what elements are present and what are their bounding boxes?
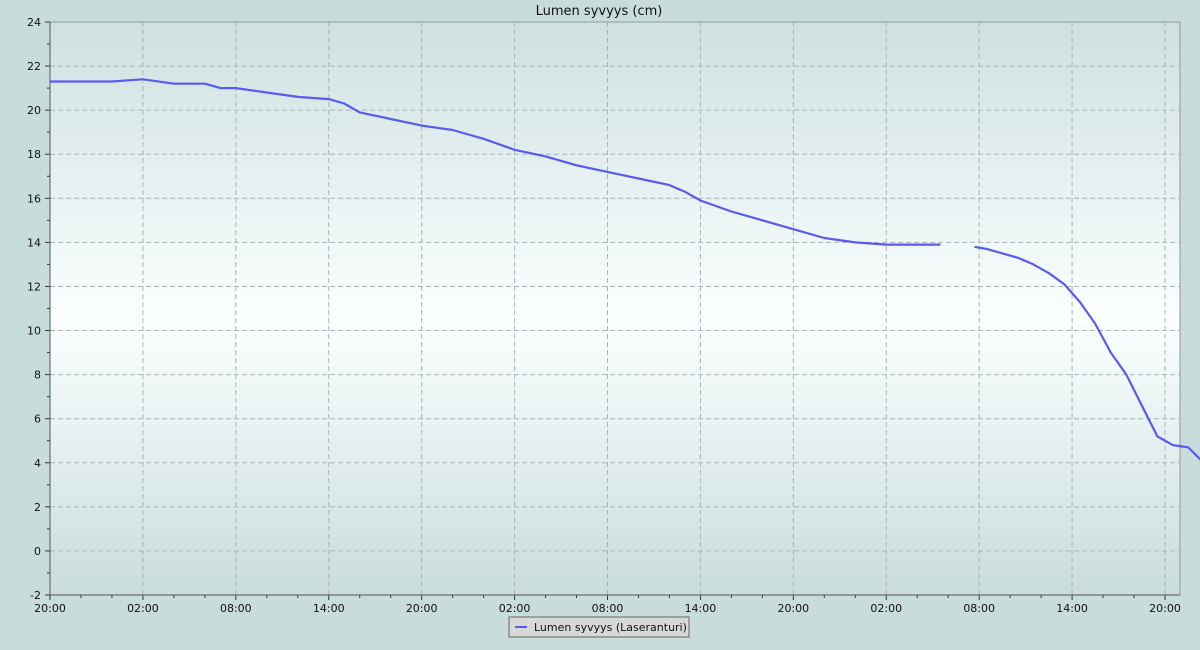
x-tick-label: 20:00 — [34, 602, 66, 615]
y-tick-label: 0 — [34, 545, 41, 558]
legend-label: Lumen syvyys (Laseranturi) — [534, 621, 687, 634]
y-tick-label: 14 — [27, 236, 41, 249]
y-tick-label: 8 — [34, 369, 41, 382]
x-tick-label: 20:00 — [406, 602, 438, 615]
x-tick-label: 14:00 — [313, 602, 345, 615]
x-tick-label: 20:00 — [777, 602, 809, 615]
series-line-segment-2 — [974, 245, 1200, 461]
x-tick-label: 02:00 — [499, 602, 531, 615]
x-tick-label: 02:00 — [127, 602, 159, 615]
x-tick-label: 08:00 — [592, 602, 624, 615]
chart-title: Lumen syvyys (cm) — [536, 4, 663, 19]
x-tick-label: 08:00 — [963, 602, 995, 615]
y-tick-label: 4 — [34, 457, 41, 470]
x-tick-label: 08:00 — [220, 602, 252, 615]
y-tick-label: 2 — [34, 501, 41, 514]
legend-box — [508, 616, 690, 638]
x-tick-label: 02:00 — [870, 602, 902, 615]
legend: Lumen syvyys (Laseranturi) — [508, 616, 690, 638]
y-tick-label: 10 — [27, 325, 41, 338]
y-tick-label: 22 — [27, 60, 41, 73]
y-tick-label: 18 — [27, 148, 41, 161]
y-tick-label: 6 — [34, 413, 41, 426]
y-tick-label: 24 — [27, 16, 41, 29]
grid — [50, 22, 1180, 595]
plot-area — [49, 21, 1181, 596]
x-tick-label: 20:00 — [1149, 602, 1181, 615]
y-tick-label: -2 — [30, 589, 41, 602]
x-tick-label: 14:00 — [685, 602, 717, 615]
y-tick-label: 16 — [27, 192, 41, 205]
series-line-segment-1 — [50, 78, 941, 246]
y-tick-label: 12 — [27, 280, 41, 293]
x-tick-label: 14:00 — [1056, 602, 1088, 615]
series-layer — [50, 78, 1200, 461]
y-tick-label: 20 — [27, 104, 41, 117]
